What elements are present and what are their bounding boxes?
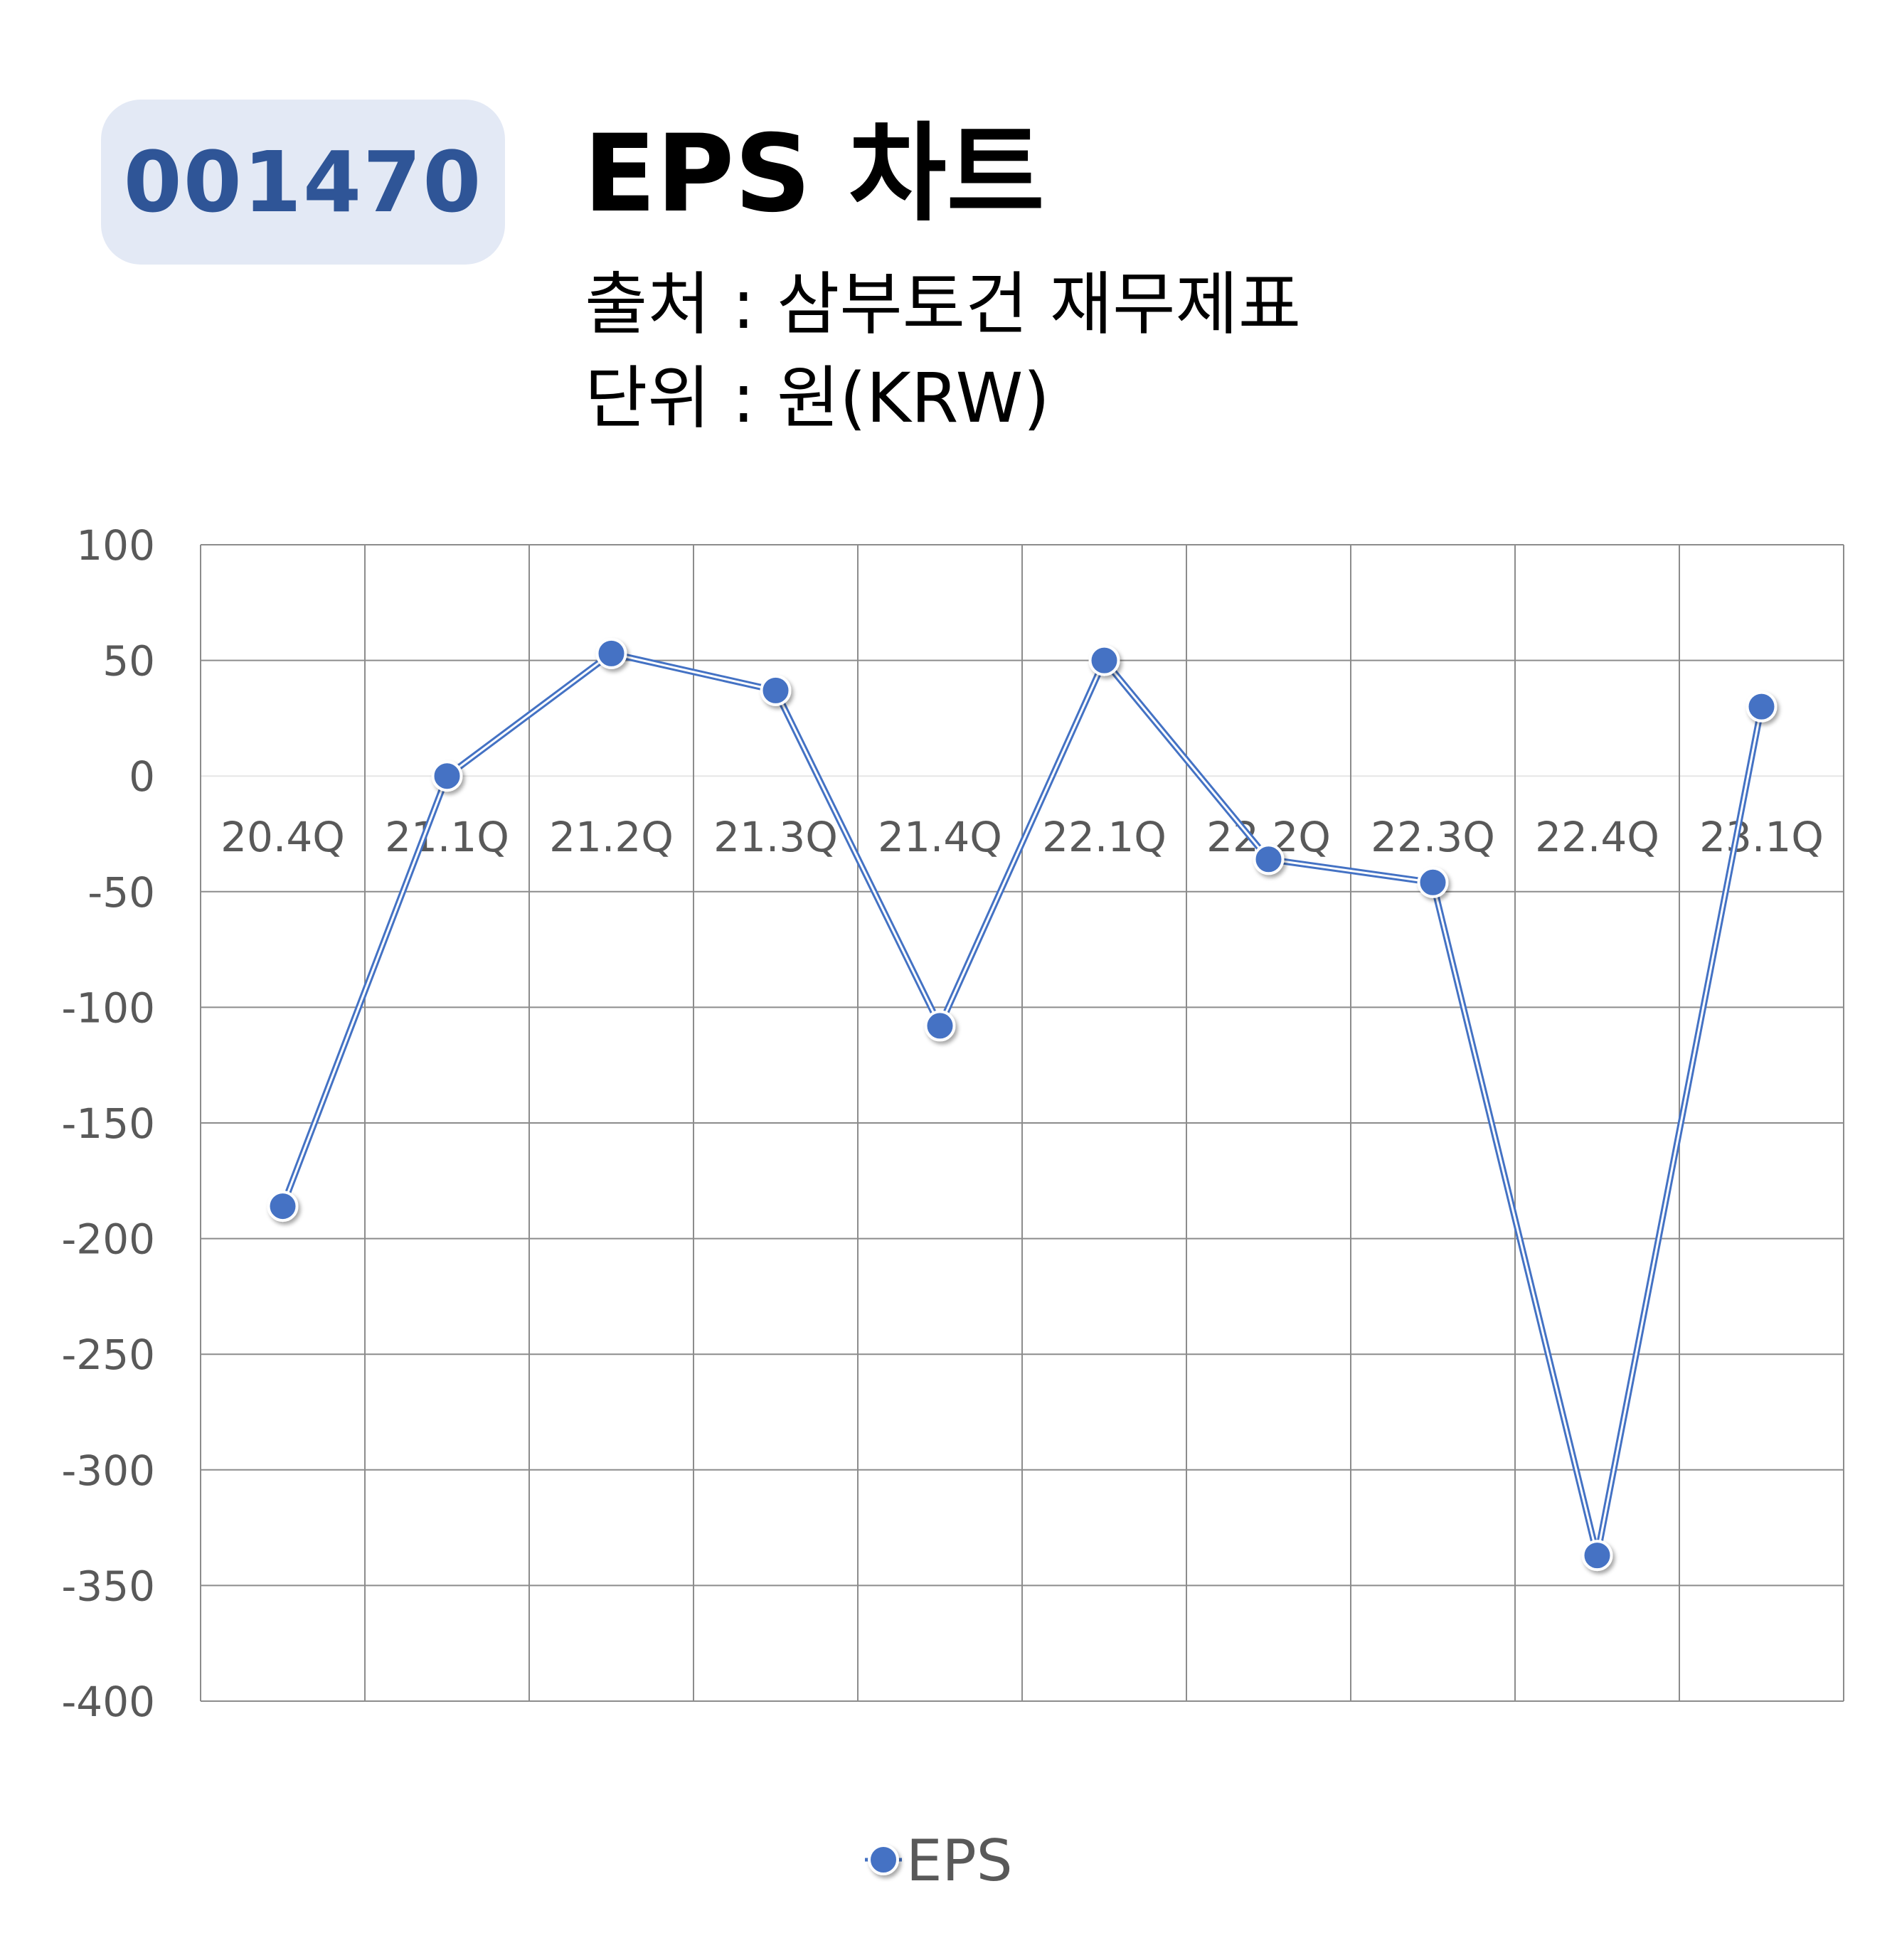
source-note: 출처 : 삼부토건 재무제표 xyxy=(585,265,1302,344)
x-tick-label: 20.4Q xyxy=(220,813,345,861)
x-tick-label: 21.3Q xyxy=(713,813,838,861)
x-tick-label: 22.4Q xyxy=(1535,813,1659,861)
y-tick-label: -400 xyxy=(61,1678,155,1726)
y-tick-label: -150 xyxy=(61,1099,155,1148)
y-tick-label: -50 xyxy=(87,868,155,917)
x-tick-label: 22.3Q xyxy=(1371,813,1495,861)
y-tick-label: -250 xyxy=(61,1331,155,1379)
eps-data-point xyxy=(595,637,627,669)
unit-note: 단위 : 원(KRW) xyxy=(585,358,1050,438)
ticker-code: 001470 xyxy=(123,133,483,231)
eps-data-point xyxy=(267,1191,299,1223)
y-tick-label: -100 xyxy=(61,984,155,1032)
ticker-badge: 001470 xyxy=(101,100,505,265)
eps-data-point xyxy=(924,1010,956,1042)
x-tick-label: 21.2Q xyxy=(549,813,674,861)
eps-data-point xyxy=(1745,691,1778,723)
eps-data-point xyxy=(1253,843,1285,875)
eps-data-point xyxy=(431,760,463,792)
x-tick-label: 23.1Q xyxy=(1699,813,1824,861)
legend-marker-icon xyxy=(868,1844,899,1875)
y-tick-label: -350 xyxy=(61,1562,155,1610)
eps-data-point xyxy=(1417,866,1449,898)
y-tick-label: 0 xyxy=(129,752,155,801)
chart-title: EPS 차트 xyxy=(583,112,1045,236)
eps-data-point xyxy=(1088,644,1120,676)
legend-label: EPS xyxy=(906,1828,1013,1894)
eps-series-line-highlight xyxy=(282,652,1763,1557)
eps-data-point xyxy=(760,674,792,706)
x-tick-label: 21.4Q xyxy=(878,813,1002,861)
y-tick-label: 100 xyxy=(76,521,155,570)
x-tick-label: 22.1Q xyxy=(1042,813,1167,861)
y-tick-label: -200 xyxy=(61,1215,155,1264)
x-tick-label: 21.1Q xyxy=(385,813,509,861)
y-tick-label: -300 xyxy=(61,1447,155,1495)
y-tick-label: 50 xyxy=(102,637,155,686)
eps-data-point xyxy=(1581,1540,1613,1572)
